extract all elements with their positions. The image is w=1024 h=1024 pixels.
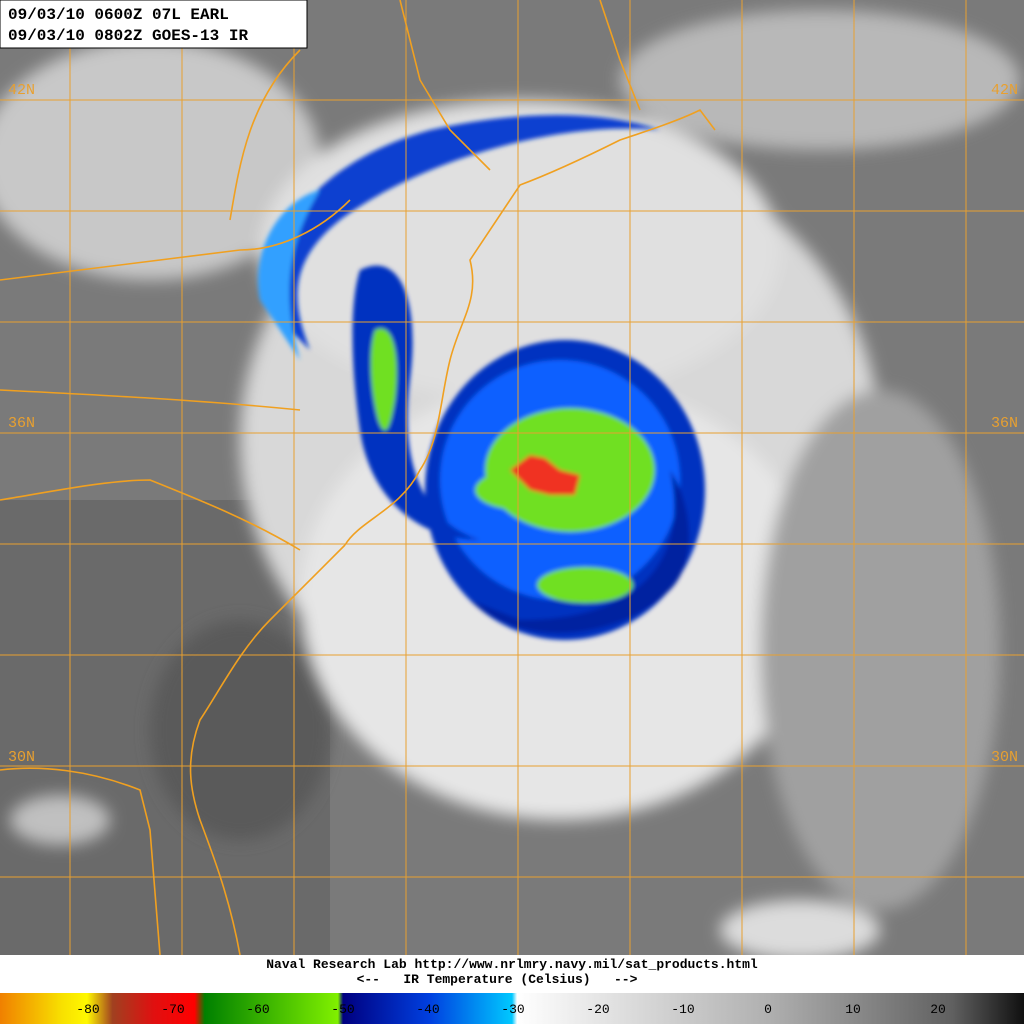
header-line: 09/03/10 0802Z GOES-13 IR [8, 27, 248, 45]
header-line: 09/03/10 0600Z 07L EARL [8, 6, 229, 24]
lat-label: 30N [8, 749, 35, 766]
scale-label: 10 [845, 1002, 861, 1017]
credit: Naval Research Lab http://www.nrlmry.nav… [266, 957, 758, 972]
scale-label: -70 [161, 1002, 184, 1017]
scale-label: 20 [930, 1002, 946, 1017]
lat-label: 30N [991, 749, 1018, 766]
scale-label: -30 [501, 1002, 524, 1017]
scale-label: -80 [76, 1002, 99, 1017]
scale-label: -10 [671, 1002, 694, 1017]
scale-labels: -80 -70 -60 -50 -40 -30 -20 -10 0 10 20 [76, 1002, 946, 1017]
coastlines [0, 0, 716, 956]
header-box [0, 0, 308, 49]
lat-label: 42N [8, 82, 35, 99]
scale-label: -50 [331, 1002, 354, 1017]
lat-label: 42N [991, 82, 1018, 99]
scale-label: -60 [246, 1002, 269, 1017]
color-bar [0, 993, 1024, 1024]
scale-label: 0 [764, 1002, 772, 1017]
ocean-dark [150, 620, 330, 840]
scale-label: -40 [416, 1002, 439, 1017]
grid [0, 0, 1024, 955]
lat-label: 36N [991, 415, 1018, 432]
lat-label: 36N [8, 415, 35, 432]
scale-label: -20 [586, 1002, 609, 1017]
storm-bands [258, 115, 705, 640]
scale-title: <-- IR Temperature (Celsius) --> [357, 972, 638, 987]
footer [0, 955, 1024, 993]
